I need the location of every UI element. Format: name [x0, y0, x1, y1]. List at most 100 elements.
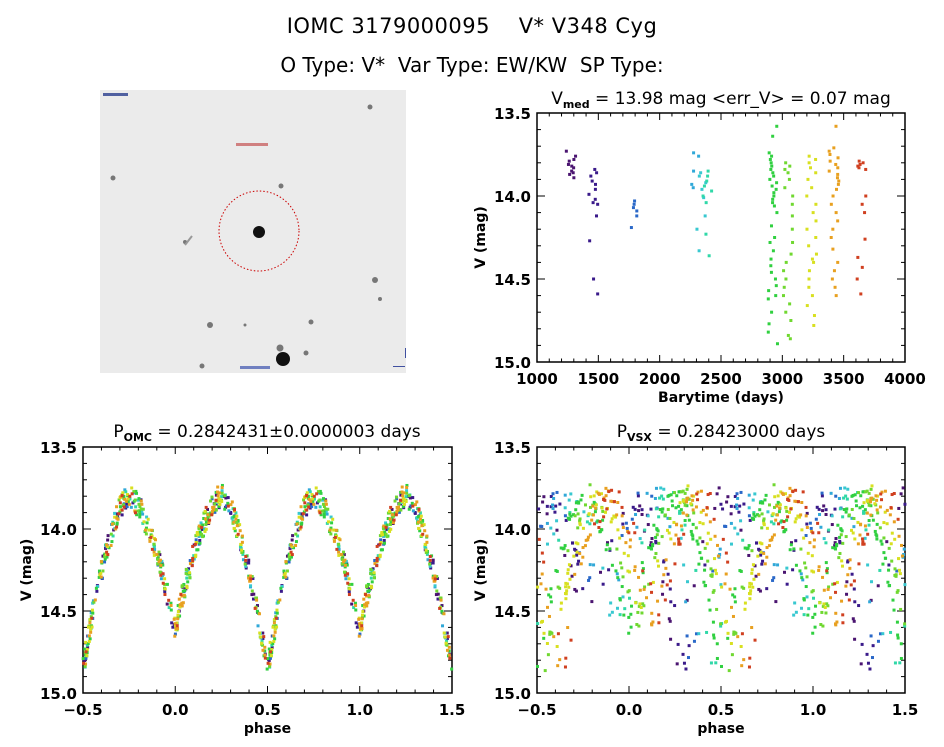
lightcurve-point: [767, 151, 771, 155]
phase_vsx-point: [563, 665, 567, 669]
phase_omc-point: [271, 634, 275, 638]
lightcurve-point: [784, 260, 788, 264]
phase_omc-point: [197, 542, 201, 546]
phase_omc-point: [186, 569, 190, 573]
lightcurve-point: [787, 177, 791, 181]
phase_vsx-point: [857, 604, 861, 608]
phase_omc-point: [280, 584, 284, 588]
phase_vsx-point: [781, 492, 785, 496]
phase_vsx-point: [785, 518, 789, 522]
phase_vsx-point: [535, 664, 539, 668]
phase_omc-point: [417, 507, 421, 511]
lightcurve-point: [770, 154, 774, 158]
phase_vsx-point: [805, 595, 809, 599]
lightcurve-point: [772, 194, 776, 198]
phase_vsx-point: [683, 523, 687, 527]
lightcurve-point: [814, 171, 818, 175]
phase_vsx-point: [752, 511, 756, 515]
phase_vsx-point: [574, 508, 578, 512]
phase_vsx-point: [750, 626, 754, 630]
phase_vsx-point: [637, 604, 641, 608]
lightcurve-point: [766, 297, 770, 301]
phase_vsx-point: [887, 546, 891, 550]
phase_vsx-point: [574, 541, 578, 545]
phase_omc-point: [418, 529, 422, 533]
phase_omc-point: [220, 495, 224, 499]
lightcurve-point: [790, 214, 794, 218]
phase_omc-point: [198, 532, 202, 536]
phase_omc-point: [401, 498, 405, 502]
phase_vsx-point: [786, 515, 790, 519]
lightcurve-point: [783, 167, 787, 171]
phase_omc-point: [143, 528, 147, 532]
phase_vsx-point: [827, 585, 831, 589]
phase_omc-point: [134, 505, 138, 509]
phase_omc-point: [137, 502, 141, 506]
phase_vsx-point: [775, 503, 779, 507]
phase_vsx-point: [817, 565, 821, 569]
phase_vsx-point: [885, 508, 889, 512]
phase_omc-point: [272, 639, 276, 643]
phase_vsx-point: [642, 604, 646, 608]
phase_omc-point: [345, 561, 349, 565]
phase_vsx-point: [862, 490, 866, 494]
phase_vsx-point: [615, 606, 619, 610]
phase_omc-point: [136, 498, 140, 502]
phase_omc-point: [440, 604, 444, 608]
phase_vsx-point: [852, 517, 856, 521]
phase_vsx-point: [662, 559, 666, 563]
phase_vsx-point: [880, 498, 884, 502]
phase_vsx-point: [818, 601, 822, 605]
phase_vsx-point: [715, 642, 719, 646]
phase_omc-point: [370, 569, 374, 573]
phase_omc-ylabel: V (mag): [19, 539, 35, 602]
phase_vsx-point: [621, 511, 625, 515]
phase_vsx-point: [583, 503, 587, 507]
phase_vsx-point: [785, 509, 789, 513]
phase_vsx-point: [549, 631, 553, 635]
phase_omc-point: [217, 504, 221, 508]
phase_vsx-point: [596, 491, 600, 495]
phase_omc-point: [275, 608, 279, 612]
phase_omc-point: [176, 616, 180, 620]
phase_vsx-point: [612, 500, 616, 504]
phase_vsx-point: [546, 653, 550, 657]
phase_vsx-point: [620, 585, 624, 589]
phase_omc-point: [156, 558, 160, 562]
phase_omc-point: [335, 547, 339, 551]
phase_vsx-point: [586, 538, 590, 542]
phase_vsx-point: [687, 497, 691, 501]
phase_omc-point: [436, 592, 440, 596]
phase_omc-point: [147, 528, 151, 532]
phase_vsx-point: [831, 546, 835, 550]
phase_vsx-point: [621, 522, 625, 526]
phase_omc-point: [429, 566, 433, 570]
phase_omc-point: [300, 515, 304, 519]
lightcurve-point: [707, 254, 711, 258]
phase_vsx-point: [902, 552, 906, 556]
star-8: [303, 350, 309, 356]
phase_vsx-point: [640, 513, 644, 517]
phase_vsx-point: [747, 493, 751, 497]
phase_omc-point: [285, 576, 289, 580]
phase_omc-point: [92, 600, 96, 604]
phase_vsx-point: [709, 573, 713, 577]
phase_vsx-point: [779, 520, 783, 524]
phase_omc-point: [251, 597, 255, 601]
phase_vsx-point: [798, 515, 802, 519]
phase_vsx-point: [665, 528, 669, 532]
phase_vsx-point: [874, 532, 878, 536]
phase_vsx-point: [607, 568, 611, 572]
phase_omc-point: [178, 603, 182, 607]
phase_vsx-point: [709, 661, 713, 665]
phase_omc-point: [416, 520, 420, 524]
phase_vsx-point: [612, 514, 616, 518]
phase_vsx-point: [899, 607, 903, 611]
phase_vsx-point: [757, 514, 761, 518]
phase_vsx-point: [843, 486, 847, 490]
phase_omc-point: [357, 634, 361, 638]
phase_omc-point: [236, 523, 240, 527]
phase_omc-point: [183, 595, 187, 599]
phase_vsx-point: [833, 544, 837, 548]
phase_vsx-point: [749, 589, 753, 593]
